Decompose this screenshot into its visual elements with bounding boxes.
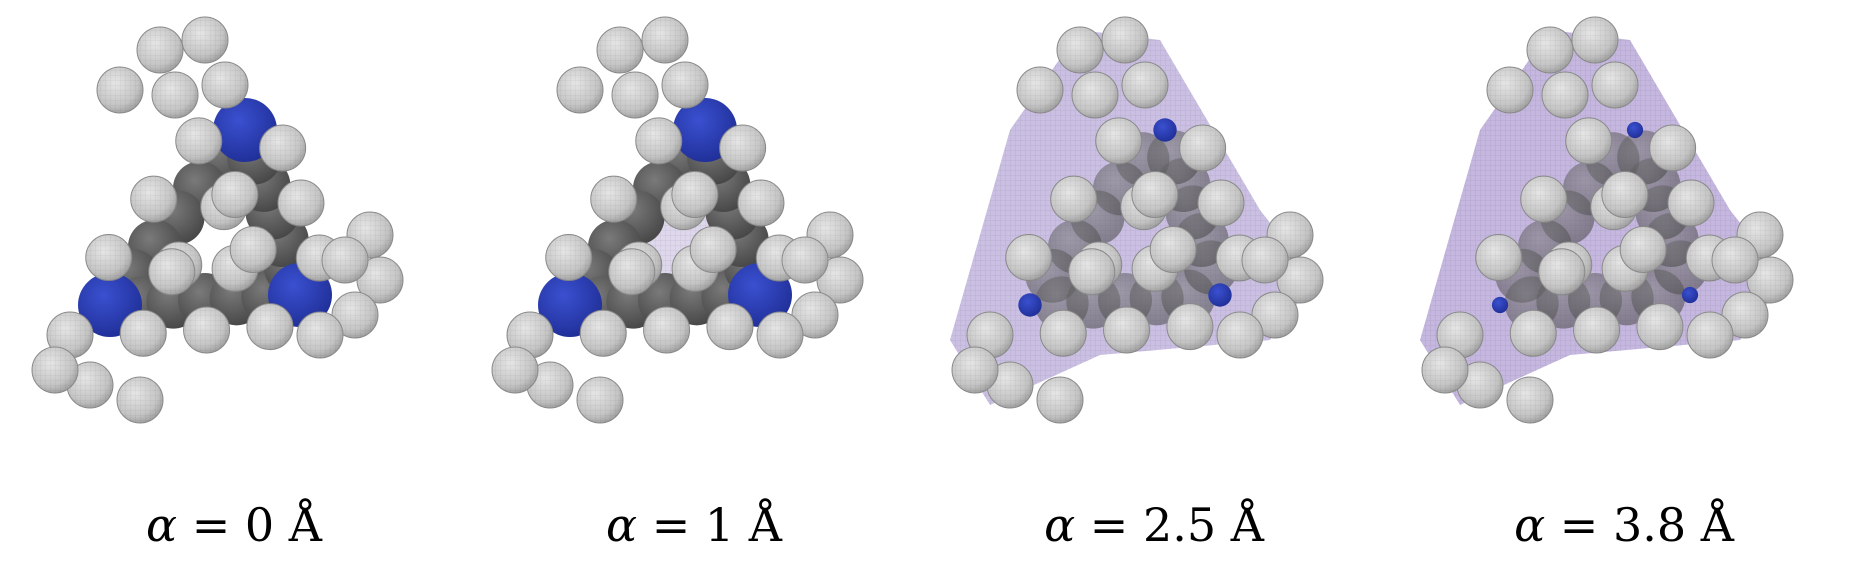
alpha-symbol: α (1514, 498, 1546, 552)
panel-caption: α = 1 Å (460, 495, 928, 555)
nitrogen-atom (1491, 296, 1509, 314)
molecule-render (1420, 16, 1794, 424)
alpha-unit: Å (734, 498, 782, 552)
alpha-unit: Å (1216, 498, 1264, 552)
panel-alpha-0: α = 0 Å (0, 0, 468, 574)
alpha-value: 0 (244, 498, 275, 552)
alpha-value: 2.5 (1142, 498, 1217, 552)
panel-alpha-3-8: α = 3.8 Å (1390, 0, 1858, 574)
molecule-render (950, 16, 1324, 424)
equals-sign: = (177, 498, 245, 552)
nitrogen-atom (1208, 283, 1232, 307)
alpha-symbol: α (1044, 498, 1076, 552)
panel-caption: α = 0 Å (0, 495, 468, 555)
panel-caption: α = 3.8 Å (1390, 495, 1858, 555)
alpha-unit: Å (274, 498, 322, 552)
alpha-value: 1 (704, 498, 735, 552)
alpha-value: 3.8 (1612, 498, 1687, 552)
equals-sign: = (1075, 498, 1143, 552)
alpha-symbol: α (146, 498, 178, 552)
nitrogen-atom (1681, 286, 1699, 304)
panel-alpha-2-5: α = 2.5 Å (920, 0, 1388, 574)
molecule-render (491, 16, 864, 424)
alpha-unit: Å (1686, 498, 1734, 552)
alpha-symbol: α (606, 498, 638, 552)
nitrogen-atom (1018, 293, 1042, 317)
nitrogen-atom (1626, 121, 1644, 139)
panel-alpha-1: α = 1 Å (460, 0, 928, 574)
nitrogen-atom (1153, 118, 1177, 142)
equals-sign: = (1545, 498, 1613, 552)
equals-sign: = (637, 498, 705, 552)
molecule-render (31, 16, 404, 424)
panel-caption: α = 2.5 Å (920, 495, 1388, 555)
